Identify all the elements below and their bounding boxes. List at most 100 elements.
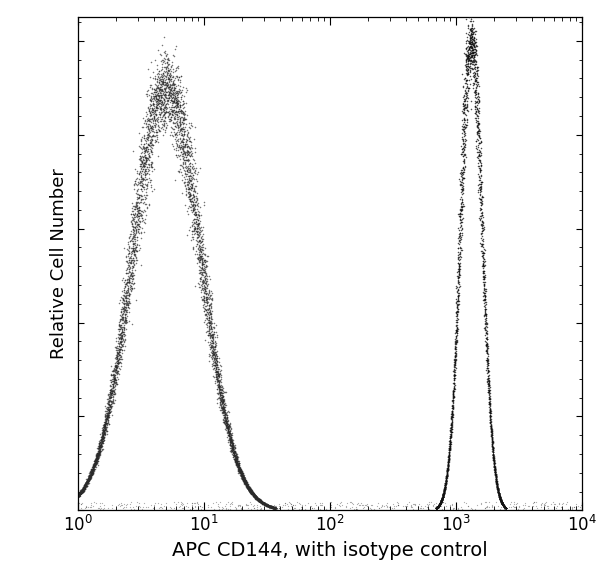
Point bbox=[447, 425, 457, 434]
Point bbox=[153, 113, 163, 122]
Point bbox=[457, 150, 466, 159]
Point bbox=[485, 415, 495, 424]
Point bbox=[251, 495, 261, 504]
Point bbox=[501, 503, 511, 513]
Point bbox=[175, 89, 184, 98]
Point bbox=[462, 55, 472, 64]
Point bbox=[133, 197, 142, 206]
Point bbox=[173, 150, 182, 160]
Point bbox=[172, 150, 181, 160]
Point bbox=[169, 51, 179, 60]
Point bbox=[464, 42, 473, 52]
Point bbox=[181, 99, 191, 108]
Point bbox=[231, 503, 241, 513]
Point bbox=[478, 260, 488, 269]
Point bbox=[179, 134, 188, 143]
Point bbox=[500, 502, 509, 512]
Point bbox=[439, 486, 449, 495]
Point bbox=[188, 165, 197, 174]
Point bbox=[496, 495, 506, 505]
Point bbox=[189, 155, 199, 165]
Point bbox=[170, 106, 179, 115]
Point bbox=[240, 477, 250, 486]
Point bbox=[95, 440, 104, 450]
Point bbox=[147, 104, 157, 113]
Point bbox=[447, 427, 457, 437]
Point bbox=[497, 498, 507, 507]
Point bbox=[463, 55, 473, 64]
Point bbox=[78, 487, 88, 496]
Point bbox=[482, 355, 491, 364]
Point bbox=[215, 403, 224, 412]
Point bbox=[162, 121, 172, 130]
Point bbox=[499, 501, 509, 510]
Point bbox=[171, 100, 181, 110]
Point bbox=[465, 49, 475, 59]
Point bbox=[74, 491, 84, 500]
Point bbox=[438, 498, 448, 507]
Point bbox=[228, 438, 238, 447]
Point bbox=[242, 478, 251, 488]
Point bbox=[80, 481, 89, 490]
Point bbox=[447, 421, 457, 430]
Point bbox=[269, 503, 278, 513]
Point bbox=[229, 447, 239, 456]
Point bbox=[239, 476, 249, 485]
Point bbox=[183, 132, 193, 142]
Point bbox=[173, 106, 182, 115]
Point bbox=[258, 498, 268, 507]
Point bbox=[261, 500, 271, 509]
Point bbox=[108, 376, 118, 386]
Point bbox=[170, 108, 179, 117]
Point bbox=[145, 144, 155, 154]
Point bbox=[431, 503, 441, 513]
Point bbox=[268, 502, 278, 512]
Point bbox=[86, 470, 96, 479]
Point bbox=[336, 498, 346, 507]
Point bbox=[448, 408, 457, 417]
Point bbox=[137, 211, 147, 220]
Point bbox=[188, 244, 198, 253]
Point bbox=[536, 500, 545, 509]
Point bbox=[131, 242, 140, 252]
Point bbox=[128, 246, 138, 255]
Point bbox=[434, 500, 444, 509]
Point bbox=[137, 174, 147, 183]
Point bbox=[164, 84, 173, 93]
Point bbox=[253, 495, 263, 505]
Point bbox=[103, 410, 113, 419]
Point bbox=[262, 500, 271, 509]
Point bbox=[477, 261, 487, 270]
Point bbox=[476, 179, 486, 188]
Point bbox=[206, 299, 216, 309]
Point bbox=[134, 142, 144, 151]
Point bbox=[474, 163, 484, 172]
Point bbox=[162, 94, 172, 103]
Point bbox=[446, 432, 455, 441]
Point bbox=[115, 325, 124, 334]
Point bbox=[103, 414, 112, 423]
Point bbox=[254, 495, 264, 504]
Point bbox=[260, 501, 269, 510]
Point bbox=[193, 259, 202, 268]
Point bbox=[118, 341, 127, 350]
Point bbox=[454, 262, 464, 271]
Point bbox=[379, 502, 389, 511]
Point bbox=[433, 502, 443, 511]
Point bbox=[288, 505, 298, 514]
Point bbox=[97, 429, 107, 438]
Point bbox=[471, 59, 481, 68]
Point bbox=[483, 367, 493, 376]
Point bbox=[82, 477, 92, 487]
Point bbox=[489, 462, 499, 472]
Point bbox=[482, 502, 492, 511]
Point bbox=[233, 500, 242, 509]
Point bbox=[216, 371, 226, 380]
Point bbox=[254, 496, 264, 506]
Point bbox=[219, 404, 229, 414]
Point bbox=[88, 467, 97, 476]
Point bbox=[244, 484, 253, 494]
Point bbox=[159, 116, 169, 125]
Point bbox=[220, 419, 230, 429]
Point bbox=[226, 436, 235, 445]
